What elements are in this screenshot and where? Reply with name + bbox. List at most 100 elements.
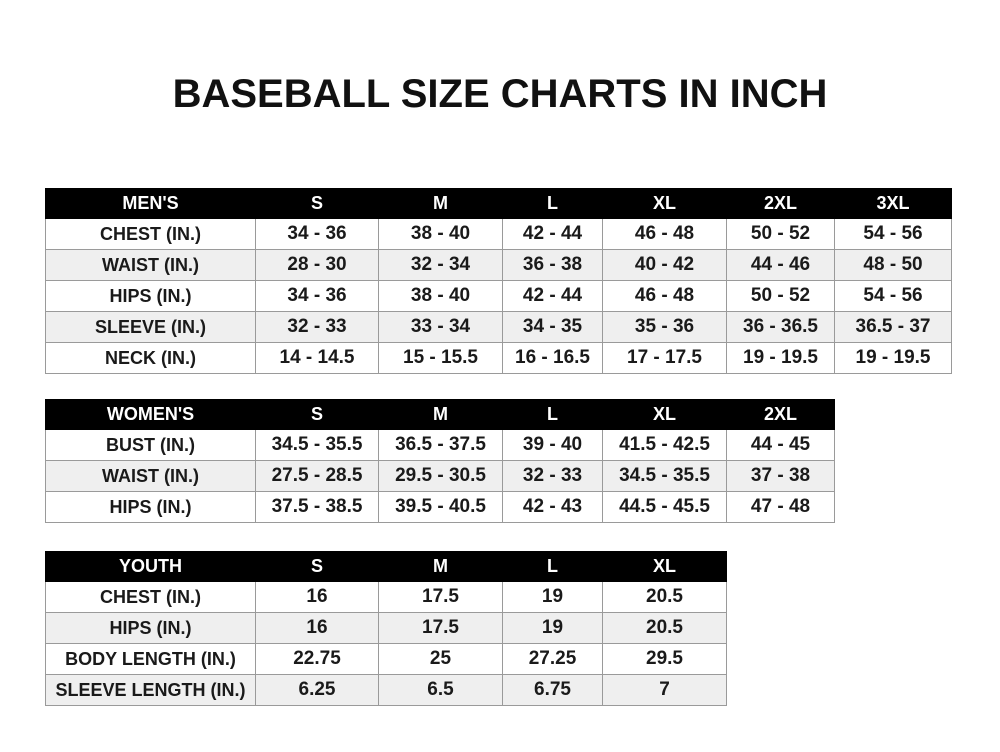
size-value: 19 xyxy=(502,581,603,613)
size-value: 22.75 xyxy=(255,643,379,675)
size-value: 27.5 - 28.5 xyxy=(255,460,379,492)
size-value: 20.5 xyxy=(602,581,727,613)
mens-size-table: MEN'S S M L XL 2XL 3XL CHEST (IN.) 34 - 36 38 - 4… xyxy=(45,188,952,374)
table-header-row: YOUTH S M L XL xyxy=(45,551,727,582)
size-value: 17.5 xyxy=(378,581,503,613)
measurement-label: NECK (IN.) xyxy=(45,342,256,374)
size-value: 37 - 38 xyxy=(726,460,835,492)
size-value: 16 - 16.5 xyxy=(502,342,603,374)
size-header: S xyxy=(255,399,379,430)
size-value: 48 - 50 xyxy=(834,249,952,281)
size-header: 2XL xyxy=(726,188,835,219)
size-value: 32 - 33 xyxy=(502,460,603,492)
size-value: 44.5 - 45.5 xyxy=(602,491,727,523)
size-value: 36.5 - 37 xyxy=(834,311,952,343)
size-header: XL xyxy=(602,188,727,219)
measurement-label: WAIST (IN.) xyxy=(45,249,256,281)
size-value: 15 - 15.5 xyxy=(378,342,503,374)
table-row: SLEEVE (IN.) 32 - 33 33 - 34 34 - 35 35 - 36… xyxy=(45,311,952,343)
size-value: 6.25 xyxy=(255,674,379,706)
table-row: BUST (IN.) 34.5 - 35.5 36.5 - 37.5 39 - 40 4… xyxy=(45,429,835,461)
measurement-label: HIPS (IN.) xyxy=(45,491,256,523)
size-value: 34 - 35 xyxy=(502,311,603,343)
size-header: M xyxy=(378,188,503,219)
measurement-label: SLEEVE LENGTH (IN.) xyxy=(45,674,256,706)
category-header: YOUTH xyxy=(45,551,256,582)
size-value: 38 - 40 xyxy=(378,218,503,250)
measurement-label: BUST (IN.) xyxy=(45,429,256,461)
size-value: 50 - 52 xyxy=(726,280,835,312)
size-value: 7 xyxy=(602,674,727,706)
size-header: 2XL xyxy=(726,399,835,430)
table-row: NECK (IN.) 14 - 14.5 15 - 15.5 16 - 16.5 17 … xyxy=(45,342,952,374)
measurement-label: WAIST (IN.) xyxy=(45,460,256,492)
size-value: 40 - 42 xyxy=(602,249,727,281)
size-value: 34.5 - 35.5 xyxy=(255,429,379,461)
table-row: HIPS (IN.) 16 17.5 19 20.5 xyxy=(45,612,727,644)
size-value: 36.5 - 37.5 xyxy=(378,429,503,461)
size-value: 16 xyxy=(255,612,379,644)
size-value: 17 - 17.5 xyxy=(602,342,727,374)
measurement-label: SLEEVE (IN.) xyxy=(45,311,256,343)
size-header: S xyxy=(255,188,379,219)
size-value: 44 - 46 xyxy=(726,249,835,281)
size-value: 27.25 xyxy=(502,643,603,675)
size-value: 34.5 - 35.5 xyxy=(602,460,727,492)
size-header: M xyxy=(378,399,503,430)
size-value: 25 xyxy=(378,643,503,675)
size-value: 33 - 34 xyxy=(378,311,503,343)
table-header-row: MEN'S S M L XL 2XL 3XL xyxy=(45,188,952,219)
size-header: L xyxy=(502,188,603,219)
table-row: WAIST (IN.) 28 - 30 32 - 34 36 - 38 40 - 42 4… xyxy=(45,249,952,281)
size-value: 29.5 xyxy=(602,643,727,675)
size-header: L xyxy=(502,551,603,582)
size-value: 34 - 36 xyxy=(255,218,379,250)
size-value: 38 - 40 xyxy=(378,280,503,312)
size-header: XL xyxy=(602,399,727,430)
table-row: HIPS (IN.) 34 - 36 38 - 40 42 - 44 46 - 48 50… xyxy=(45,280,952,312)
size-value: 19 xyxy=(502,612,603,644)
page-title: BASEBALL SIZE CHARTS IN INCH xyxy=(172,72,828,116)
table-row: HIPS (IN.) 37.5 - 38.5 39.5 - 40.5 42 - 43 4… xyxy=(45,491,835,523)
youth-size-table: YOUTH S M L XL CHEST (IN.) 16 17.5 19 20.5 HIPS (I… xyxy=(45,551,727,706)
size-value: 14 - 14.5 xyxy=(255,342,379,374)
size-value: 32 - 34 xyxy=(378,249,503,281)
womens-size-table: WOMEN'S S M L XL 2XL BUST (IN.) 34.5 - 35.5 36.5… xyxy=(45,399,835,523)
size-value: 36 - 38 xyxy=(502,249,603,281)
size-value: 29.5 - 30.5 xyxy=(378,460,503,492)
size-value: 46 - 48 xyxy=(602,280,727,312)
size-value: 36 - 36.5 xyxy=(726,311,835,343)
size-value: 39 - 40 xyxy=(502,429,603,461)
table-row: WAIST (IN.) 27.5 - 28.5 29.5 - 30.5 32 - 33… xyxy=(45,460,835,492)
size-value: 46 - 48 xyxy=(602,218,727,250)
size-value: 16 xyxy=(255,581,379,613)
table-row: CHEST (IN.) 16 17.5 19 20.5 xyxy=(45,581,727,613)
size-header: 3XL xyxy=(834,188,952,219)
size-value: 19 - 19.5 xyxy=(726,342,835,374)
size-value: 17.5 xyxy=(378,612,503,644)
size-value: 37.5 - 38.5 xyxy=(255,491,379,523)
size-header: XL xyxy=(602,551,727,582)
category-header: WOMEN'S xyxy=(45,399,256,430)
measurement-label: CHEST (IN.) xyxy=(45,581,256,613)
size-header: S xyxy=(255,551,379,582)
measurement-label: BODY LENGTH (IN.) xyxy=(45,643,256,675)
size-value: 42 - 44 xyxy=(502,218,603,250)
size-value: 28 - 30 xyxy=(255,249,379,281)
size-header: L xyxy=(502,399,603,430)
size-header: M xyxy=(378,551,503,582)
size-value: 6.75 xyxy=(502,674,603,706)
table-row: BODY LENGTH (IN.) 22.75 25 27.25 29.5 xyxy=(45,643,727,675)
size-value: 32 - 33 xyxy=(255,311,379,343)
size-value: 34 - 36 xyxy=(255,280,379,312)
size-value: 42 - 43 xyxy=(502,491,603,523)
size-value: 42 - 44 xyxy=(502,280,603,312)
size-value: 44 - 45 xyxy=(726,429,835,461)
size-value: 6.5 xyxy=(378,674,503,706)
size-value: 39.5 - 40.5 xyxy=(378,491,503,523)
size-value: 41.5 - 42.5 xyxy=(602,429,727,461)
table-row: SLEEVE LENGTH (IN.) 6.25 6.5 6.75 7 xyxy=(45,674,727,706)
size-value: 54 - 56 xyxy=(834,280,952,312)
size-value: 20.5 xyxy=(602,612,727,644)
size-value: 47 - 48 xyxy=(726,491,835,523)
